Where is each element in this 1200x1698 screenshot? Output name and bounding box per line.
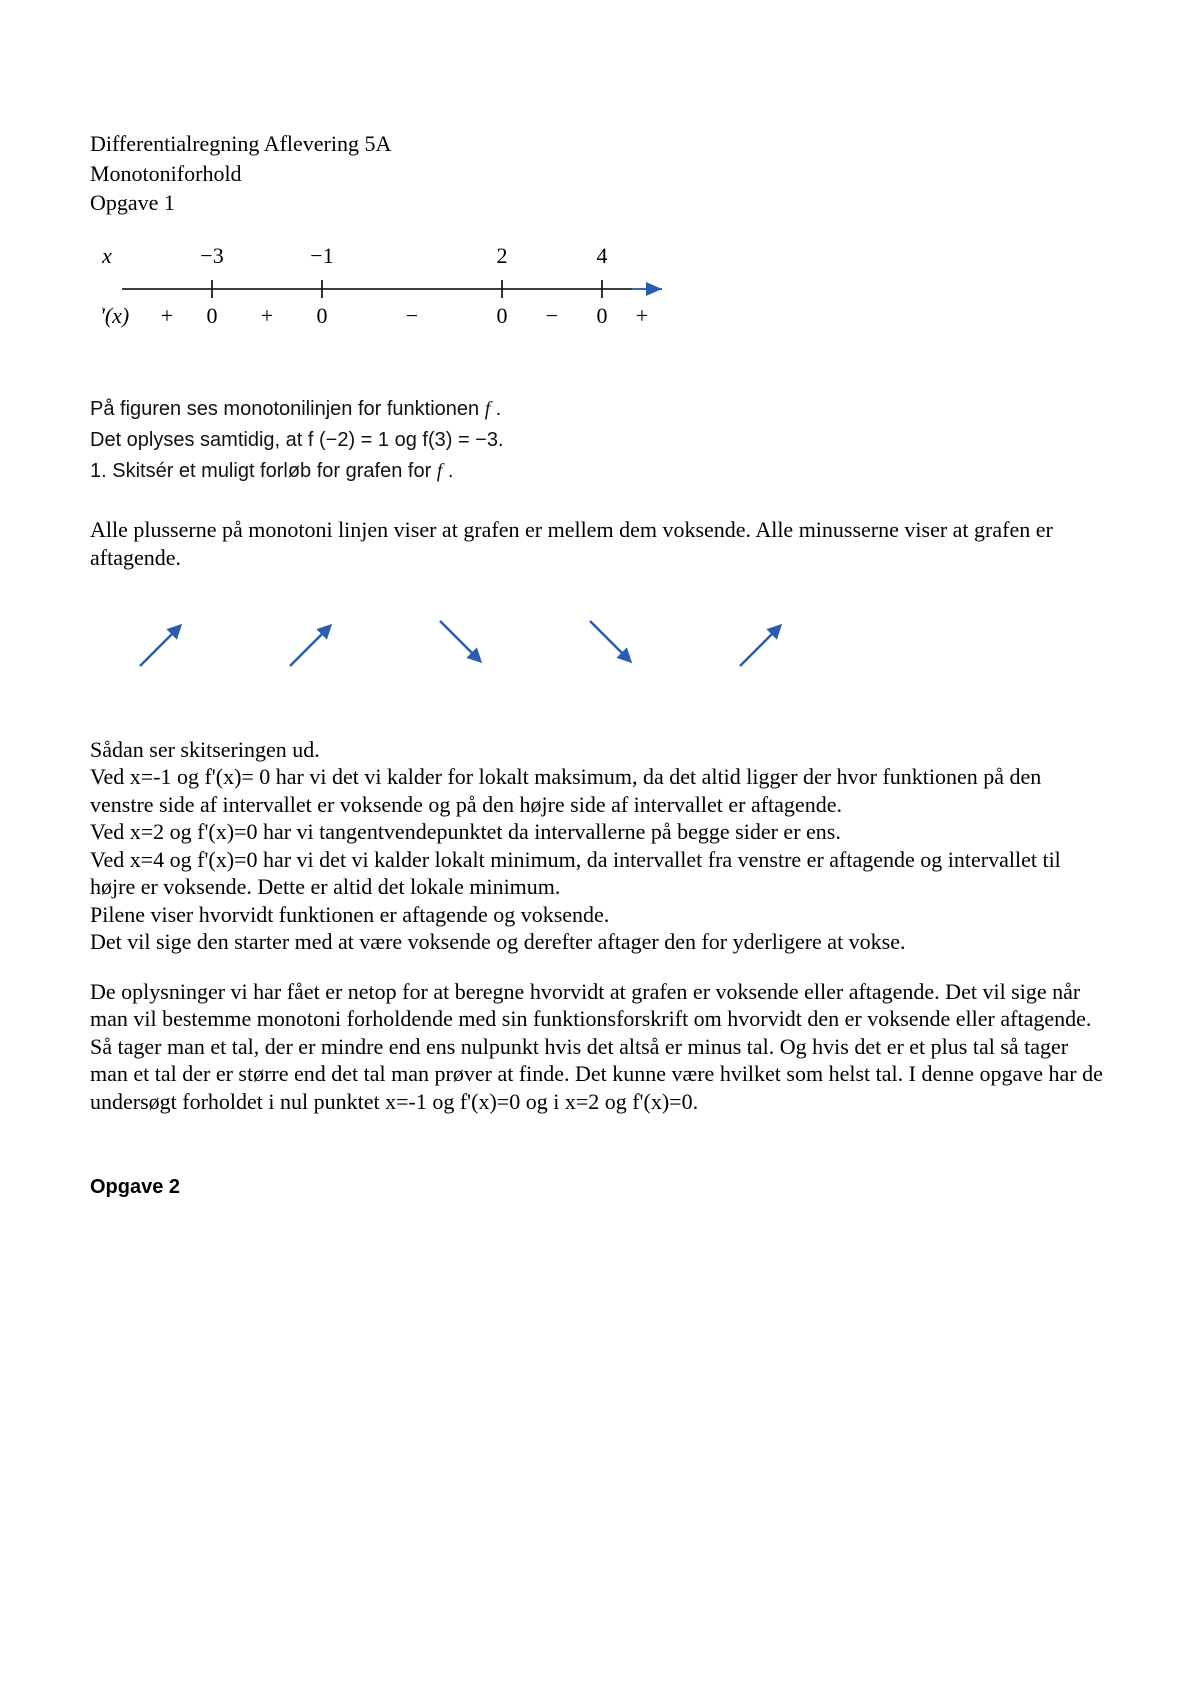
svg-text:−3: −3 bbox=[200, 243, 223, 268]
problem-line-1c: . bbox=[490, 398, 501, 420]
svg-text:0: 0 bbox=[597, 303, 608, 328]
problem-sub-a: 1. Skitsér et muligt forløb for grafen f… bbox=[90, 460, 437, 482]
sign-diagram: x f'(x) −3 −1 2 4 +0 +0 − 0 − 0 + bbox=[102, 241, 1110, 368]
body2-l1: Sådan ser skitseringen ud. bbox=[90, 736, 1110, 764]
body-paragraph-3: De oplysninger vi har fået er netop for … bbox=[90, 978, 1110, 1116]
problem-statement: På figuren ses monotonilinjen for funkti… bbox=[90, 397, 1110, 484]
arrows-svg bbox=[120, 601, 880, 681]
problem-line-1: På figuren ses monotonilinjen for funkti… bbox=[90, 397, 1110, 422]
problem-subitem: 1. Skitsér et muligt forløb for grafen f… bbox=[90, 459, 1110, 484]
svg-text:0: 0 bbox=[317, 303, 328, 328]
opgave-2-heading: Opgave 2 bbox=[90, 1175, 1110, 1200]
svg-text:+: + bbox=[636, 303, 648, 328]
body2-l5: Pilene viser hvorvidt funktionen er afta… bbox=[90, 901, 1110, 929]
svg-text:−1: −1 bbox=[310, 243, 333, 268]
svg-text:−: − bbox=[546, 303, 558, 328]
svg-text:0: 0 bbox=[497, 303, 508, 328]
svg-text:4: 4 bbox=[597, 243, 608, 268]
svg-text:+: + bbox=[161, 303, 173, 328]
svg-text:f'(x): f'(x) bbox=[102, 303, 129, 328]
body2-l2: Ved x=-1 og f'(x)= 0 har vi det vi kalde… bbox=[90, 763, 1110, 818]
document-page: Differentialregning Aflevering 5A Monoto… bbox=[0, 0, 1200, 1698]
arrows-row bbox=[120, 601, 1110, 688]
body-paragraph-2: Sådan ser skitseringen ud. Ved x=-1 og f… bbox=[90, 736, 1110, 956]
header-line-3: Opgave 1 bbox=[90, 189, 1110, 217]
svg-text:0: 0 bbox=[207, 303, 218, 328]
svg-text:−: − bbox=[406, 303, 418, 328]
body2-l3: Ved x=2 og f'(x)=0 har vi tangentvendepu… bbox=[90, 818, 1110, 846]
body2-l4: Ved x=4 og f'(x)=0 har vi det vi kalder … bbox=[90, 846, 1110, 901]
problem-line-1a: På figuren ses monotonilinjen for funkti… bbox=[90, 398, 485, 420]
header-line-1: Differentialregning Aflevering 5A bbox=[90, 130, 1110, 158]
body-paragraph-1: Alle plusserne på monotoni linjen viser … bbox=[90, 516, 1110, 571]
sign-diagram-svg: x f'(x) −3 −1 2 4 +0 +0 − 0 − 0 + bbox=[102, 241, 702, 361]
problem-line-2: Det oplyses samtidig, at f (−2) = 1 og f… bbox=[90, 428, 1110, 453]
svg-text:2: 2 bbox=[497, 243, 508, 268]
header-line-2: Monotoniforhold bbox=[90, 160, 1110, 188]
problem-sub-c: . bbox=[442, 460, 453, 482]
svg-text:x: x bbox=[102, 243, 112, 268]
body2-l6: Det vil sige den starter med at være vok… bbox=[90, 928, 1110, 956]
svg-text:+: + bbox=[261, 303, 273, 328]
